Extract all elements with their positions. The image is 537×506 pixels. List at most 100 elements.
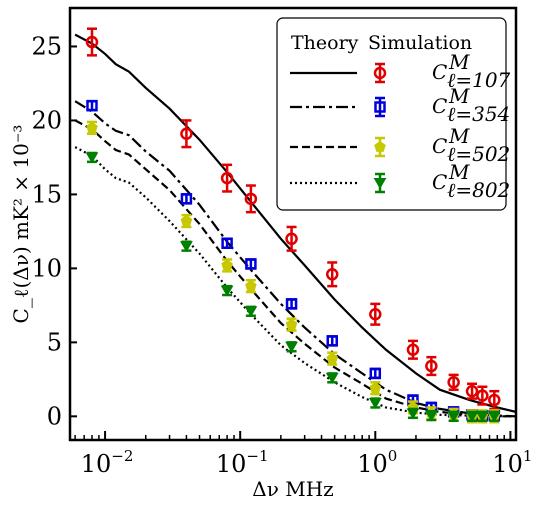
legend-marker-0-shape	[373, 66, 387, 80]
sim-point-0-8-shape	[425, 359, 438, 373]
x-tick-exp-1: −1	[246, 447, 268, 465]
x-axis-label: Δν MHz	[252, 477, 333, 501]
sim-point-2-5	[326, 352, 339, 364]
sim-point-2-4	[285, 318, 298, 330]
sim-point-1-4-shape	[285, 298, 298, 310]
theory-line-1	[74, 100, 516, 418]
sim-errorbar-0-2	[222, 163, 233, 193]
sim-point-3-10	[465, 411, 479, 423]
x-tick-base-0: 10	[81, 450, 112, 478]
legend-label-c-0: C	[432, 60, 447, 84]
sim-point-0-12-shape	[488, 393, 501, 407]
legend-label-1: ℓ=354	[447, 102, 510, 126]
sim-errorbar-0-6	[370, 302, 381, 326]
legend-box	[276, 17, 507, 211]
sim-point-3-1	[180, 241, 193, 253]
sim-point-1-5-shape	[326, 335, 338, 347]
x-tick-base-2: 10	[357, 450, 388, 478]
sim-point-1-3	[245, 258, 257, 270]
sim-point-0-7-shape	[406, 343, 420, 357]
sim-point-0-7	[406, 343, 420, 357]
sim-point-3-5-shape	[325, 372, 339, 384]
sim-point-3-8	[424, 410, 438, 422]
sim-point-2-3-shape	[245, 279, 257, 292]
sim-point-0-0-shape	[85, 35, 99, 49]
sim-point-3-5	[325, 372, 339, 384]
legend-marker-0	[373, 66, 387, 80]
sim-point-2-6-shape	[369, 382, 382, 394]
sim-point-3-7-shape	[406, 408, 420, 420]
y-tick-label-1: 5	[47, 328, 62, 356]
sim-point-0-11-shape	[476, 389, 489, 402]
sim-point-1-3-shape	[245, 258, 257, 270]
sim-point-3-2-shape	[220, 285, 234, 297]
sim-point-1-0-shape	[86, 99, 98, 112]
sim-point-0-5	[325, 268, 339, 281]
sim-point-0-12	[488, 393, 501, 407]
sim-point-2-1	[180, 214, 193, 226]
x-tick-base-3: 10	[492, 450, 523, 478]
sim-point-3-12	[487, 411, 501, 423]
sim-errorbar-0-5	[327, 261, 338, 288]
sim-point-0-2	[220, 171, 234, 185]
legend-header-simulation: Simulation	[368, 32, 472, 54]
legend-label-0: ℓ=107	[447, 68, 511, 92]
x-tick-base-1: 10	[216, 450, 247, 478]
x-tick-label-1: 10−1	[216, 447, 269, 478]
y-tick-label-0: 0	[47, 402, 62, 430]
legend-label-sup-1: M	[448, 84, 470, 108]
sim-point-0-2-shape	[220, 171, 234, 185]
sim-point-0-10-shape	[465, 384, 479, 398]
sim-point-3-9-shape	[447, 411, 460, 423]
legend-errorbar-1	[375, 96, 385, 118]
sim-point-3-11-shape	[475, 411, 489, 423]
sim-point-3-0	[85, 152, 99, 164]
sim-errorbar-0-3	[245, 184, 256, 214]
sim-point-0-4-shape	[285, 232, 298, 246]
sim-point-1-2	[221, 237, 233, 249]
sim-point-1-1-shape	[180, 193, 193, 205]
x-tick-label-2: 100	[357, 447, 397, 478]
sim-errorbar-0-0	[86, 27, 97, 57]
sim-point-0-10	[465, 384, 479, 398]
sim-point-0-3	[244, 192, 258, 206]
legend-label-c-1: C	[432, 94, 447, 118]
sim-point-3-10-shape	[465, 411, 479, 423]
sim-point-0-9	[447, 376, 460, 389]
x-tick-exp-0: −2	[111, 447, 133, 465]
sim-point-3-9	[447, 411, 460, 423]
sim-point-0-4	[285, 232, 298, 246]
sim-point-3-6-shape	[368, 398, 382, 410]
sim-point-2-0-shape	[86, 121, 98, 133]
sim-errorbar-0-1	[181, 119, 192, 149]
x-tick-label-0: 10−2	[81, 447, 134, 478]
x-tick-exp-2: 0	[388, 447, 398, 465]
sim-point-1-6-shape	[369, 367, 382, 380]
sim-point-3-7	[406, 408, 420, 420]
legend-marker-3-shape	[373, 178, 387, 189]
sim-point-0-9-shape	[447, 376, 460, 389]
sim-point-2-2-shape	[221, 259, 233, 271]
legend-label-c-2: C	[432, 134, 447, 158]
sim-point-3-3-shape	[244, 306, 258, 318]
legend-label-2: ℓ=502	[447, 142, 510, 166]
legend-label-sup-2: M	[448, 124, 470, 148]
sim-point-2-0	[86, 121, 98, 133]
sim-point-0-11	[476, 389, 489, 402]
legend-label-3: ℓ=802	[447, 178, 510, 202]
sim-point-2-5-shape	[326, 352, 339, 364]
sim-point-1-4	[285, 298, 298, 310]
sim-errorbar-0-4	[286, 225, 297, 252]
sim-point-0-8	[425, 359, 438, 373]
sim-point-1-6	[369, 367, 382, 380]
sim-point-2-2	[221, 259, 233, 271]
sim-point-1-5	[326, 335, 338, 347]
sim-point-1-0	[86, 99, 98, 112]
sim-point-0-6-shape	[369, 307, 382, 321]
sim-point-0-3-shape	[244, 192, 258, 206]
sim-point-2-6	[369, 382, 382, 394]
y-tick-label-3: 15	[31, 180, 62, 208]
simulation-series-3	[85, 151, 501, 423]
